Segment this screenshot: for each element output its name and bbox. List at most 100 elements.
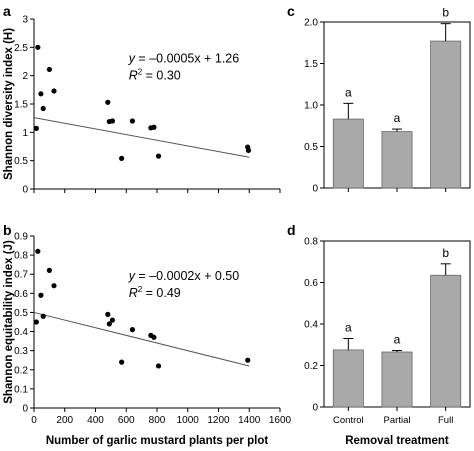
x-axis-label: Removal treatment: [345, 435, 449, 447]
data-point: [33, 125, 39, 131]
r-squared: R2 = 0.49: [129, 285, 181, 300]
y-tick-label: 0.8: [14, 251, 28, 262]
plot-area-b: 0 0.1 0.2 0.3 0.4 0.5 0.6 0.7 0.8 0.9 0 200 400 600 80…: [3, 232, 292, 448]
data-point: [40, 313, 46, 319]
r-squared: R2 = 0.30: [129, 67, 181, 82]
data-point: [109, 118, 116, 124]
y-tick-label: 1.5: [14, 100, 28, 111]
r-squared-exponent: 2: [138, 67, 143, 76]
plot-area-c: 0 0.5 1.0 1.5 2.0 a a b: [304, 6, 471, 195]
equation-variable: y: [128, 269, 136, 283]
y-tick-label: 0.9: [14, 232, 28, 243]
y-tick-label: 0.3: [14, 346, 28, 357]
significance-letter: a: [394, 111, 401, 125]
y-tick-label: 0.8: [304, 237, 318, 248]
y-tick-label: 1: [22, 128, 28, 139]
y-tick-label: 0.5: [304, 142, 318, 153]
data-point: [155, 363, 162, 369]
r-squared-variable: R: [129, 286, 138, 300]
panel-c: c 0 0.5 1.0 1.5 2.0 a a b: [287, 3, 471, 195]
panel-letter-d: d: [287, 222, 296, 238]
regression-line: [33, 311, 250, 367]
equation-rest: = –0.0002x + 0.50: [135, 269, 239, 283]
y-tick-label: 0.2: [14, 365, 28, 376]
panel-b: b 0 0.1 0.2 0.3 0.4 0.5 0.6 0.7 0.8 0.9 0 200 400 600…: [3, 222, 292, 447]
y-tick-label: 0.7: [14, 270, 28, 281]
x-tick-label: Full: [438, 415, 453, 426]
r-squared-variable: R: [129, 68, 138, 82]
panel-letter-c: c: [287, 3, 295, 19]
y-tick-label: 0.4: [14, 327, 28, 338]
bar-control: [332, 118, 364, 189]
data-point: [109, 317, 116, 323]
y-tick-label: 2.5: [14, 43, 28, 54]
regression-equation: y = –0.0002x + 0.50: [128, 269, 240, 283]
x-tick-label: Partial: [384, 415, 411, 426]
data-point: [38, 292, 44, 298]
y-tick-label: 0: [312, 403, 318, 414]
r-squared-rest: = 0.49: [142, 286, 181, 300]
panel-letter-a: a: [3, 3, 11, 19]
y-tick-label: 0.2: [304, 361, 318, 372]
x-tick-label: 1000: [177, 415, 200, 426]
y-tick-label: 2.0: [304, 18, 318, 29]
significance-letter: b: [442, 6, 449, 20]
x-tick-label: 1200: [207, 415, 230, 426]
y-tick-label: 0: [22, 404, 28, 415]
data-point: [105, 311, 111, 317]
data-point: [38, 91, 44, 97]
y-tick-label: 0.6: [304, 278, 318, 289]
regression-equation: y = –0.0005x + 1.26: [128, 51, 240, 65]
data-point: [35, 44, 41, 50]
significance-letter: a: [394, 333, 401, 347]
data-point: [119, 155, 125, 161]
r-squared-exponent: 2: [138, 285, 143, 294]
plot-area-d: 0 0.2 0.4 0.6 0.8 a Control a Partial b Full Remova…: [304, 237, 471, 447]
y-tick-label: 0: [22, 185, 28, 196]
y-tick-label: 0.5: [14, 156, 28, 167]
x-tick-label: 0: [31, 415, 37, 426]
y-tick-label: 0.5: [14, 308, 28, 319]
plot-area-a: 0 0.5 1 1.5 2 2.5 3 Shannon diversity index (H)…: [3, 15, 281, 196]
bar-full: [430, 40, 462, 189]
data-point: [151, 334, 157, 340]
data-point: [245, 357, 251, 363]
x-tick-label: Control: [333, 415, 364, 426]
bar-control: [332, 349, 364, 408]
y-tick-label: 3: [22, 15, 28, 26]
equation-variable: y: [128, 51, 136, 65]
data-point: [245, 147, 252, 154]
data-point: [129, 118, 135, 124]
bar-partial: [381, 131, 413, 189]
data-point: [46, 267, 52, 273]
data-point: [51, 88, 57, 94]
data-point: [106, 321, 112, 327]
y-tick-label: 1.5: [304, 59, 318, 70]
panel-letter-b: b: [3, 222, 12, 238]
y-tick-label: 0.1: [14, 384, 28, 395]
regression-line: [33, 117, 250, 158]
data-point: [119, 359, 125, 365]
y-tick-label: 0.4: [304, 320, 318, 331]
data-point: [51, 283, 57, 289]
equation-rest: = –0.0005x + 1.26: [135, 51, 239, 65]
x-axis-label: Number of garlic mustard plants per plot: [46, 435, 269, 447]
significance-letter: b: [442, 246, 449, 260]
x-tick-label: 800: [149, 415, 166, 426]
data-point: [129, 327, 135, 333]
data-point: [105, 99, 111, 105]
panel-a: a 0 0.5 1 1.5 2 2.5 3 Shannon diversity index (…: [3, 3, 281, 196]
bar-partial: [381, 351, 413, 408]
y-axis-label: Shannon equitability index (J): [3, 240, 15, 404]
panel-d: d 0 0.2 0.4 0.6 0.8 a Control a Partial b Full Remo…: [287, 222, 471, 447]
data-point: [151, 124, 157, 130]
data-point: [155, 153, 162, 159]
y-tick-label: 2: [22, 71, 28, 82]
y-tick-label: 0.6: [14, 289, 28, 300]
data-point: [46, 66, 52, 73]
data-point: [40, 105, 46, 112]
x-tick-label: 1400: [238, 415, 261, 426]
y-tick-label: 0: [312, 184, 318, 195]
data-point: [35, 248, 41, 254]
